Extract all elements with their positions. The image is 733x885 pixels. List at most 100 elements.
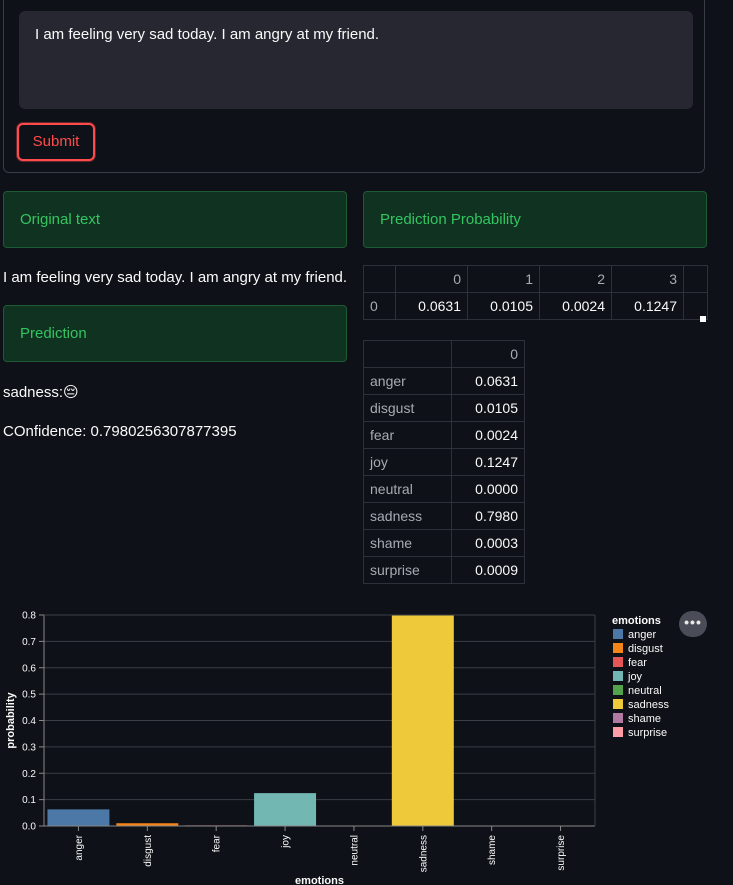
blank-cell [683, 292, 708, 320]
legend-swatch-neutral [613, 685, 623, 695]
x-tick-label: disgust [143, 835, 154, 867]
original-text: I am feeling very sad today. I am angry … [3, 269, 348, 286]
table-cell: 0.1247 [451, 448, 525, 476]
bar-anger [47, 809, 110, 826]
blank-header [683, 265, 708, 293]
y-tick-label: 0.8 [22, 611, 36, 622]
table-cell: 0.0105 [451, 394, 525, 422]
legend-label: neutral [628, 685, 662, 697]
row-label: fear [363, 421, 452, 449]
resize-handle-icon[interactable] [700, 316, 706, 322]
bar-sadness [391, 615, 454, 826]
confidence-text: COnfidence: 0.7980256307877395 [3, 423, 237, 440]
row-index: 0 [363, 292, 396, 320]
column-header: 0 [395, 265, 468, 293]
legend-label: joy [627, 671, 643, 683]
table-row: surprise 0.0009 [363, 556, 525, 584]
column-header: 0 [451, 340, 525, 368]
x-axis-title: emotions [295, 875, 344, 885]
x-tick-label: surprise [556, 835, 567, 871]
legend-swatch-joy [613, 671, 623, 681]
y-axis-title: probability [5, 692, 17, 749]
x-tick-label: neutral [349, 835, 360, 866]
legend-swatch-disgust [613, 643, 623, 653]
chart-actions-menu-icon[interactable]: ••• [679, 611, 707, 637]
table-cell: 0.1247 [611, 292, 684, 320]
table-row: 0 0.0631 0.0105 0.0024 0.1247 [363, 292, 708, 320]
table-header-row: 0 [363, 340, 525, 368]
x-tick-label: joy [281, 835, 292, 849]
row-label: neutral [363, 475, 452, 503]
original-text-header-label: Original text [20, 211, 101, 228]
prediction-probability-header: Prediction Probability [363, 191, 707, 248]
row-label: joy [363, 448, 452, 476]
table-row: disgust 0.0105 [363, 394, 525, 422]
table-cell: 0.0024 [539, 292, 612, 320]
table-header-row: 0 1 2 3 [363, 265, 708, 293]
y-tick-label: 0.0 [22, 822, 36, 833]
probability-dataframe[interactable]: 0 1 2 3 0 0.0631 0.0105 0.0024 0.1247 [363, 265, 708, 320]
input-form [3, 0, 705, 173]
table-cell: 0.0631 [451, 367, 525, 395]
prediction-header: Prediction [3, 305, 347, 362]
y-tick-label: 0.7 [22, 637, 36, 648]
legend-label: sadness [628, 699, 669, 711]
bar-disgust [116, 823, 179, 826]
table-cell: 0.7980 [451, 502, 525, 530]
y-tick-label: 0.1 [22, 795, 36, 806]
legend-swatch-surprise [613, 727, 623, 737]
table-cell: 0.0003 [451, 529, 525, 557]
bar-joy [254, 793, 317, 826]
index-header [363, 265, 396, 293]
y-tick-label: 0.6 [22, 663, 36, 674]
row-label: anger [363, 367, 452, 395]
table-cell: 0.0024 [451, 421, 525, 449]
y-tick-label: 0.5 [22, 690, 36, 701]
y-tick-label: 0.4 [22, 716, 36, 727]
table-row: shame 0.0003 [363, 529, 525, 557]
emotion-bar-chart: 0.0 0.1 0.2 0.3 0.4 0.5 0.6 0.7 0.8 anger disgust f… [5, 611, 669, 885]
legend-label: anger [628, 629, 656, 641]
table-row: fear 0.0024 [363, 421, 525, 449]
table-row: anger 0.0631 [363, 367, 525, 395]
table-cell: 0.0105 [467, 292, 540, 320]
column-header: 3 [611, 265, 684, 293]
table-row: sadness 0.7980 [363, 502, 525, 530]
table-row: joy 0.1247 [363, 448, 525, 476]
table-cell: 0.0009 [451, 556, 525, 584]
legend-title: emotions [612, 615, 661, 627]
table-cell: 0.0631 [395, 292, 468, 320]
row-label: surprise [363, 556, 452, 584]
prediction-line: sadness:😔 [3, 383, 79, 401]
legend-label: fear [628, 657, 647, 669]
legend-label: disgust [628, 643, 663, 655]
legend-swatch-fear [613, 657, 623, 667]
x-tick-label: fear [212, 834, 223, 852]
prediction-label: sadness: [3, 384, 64, 401]
submit-button[interactable]: Submit [17, 123, 95, 161]
emotion-dataframe[interactable]: 0 anger 0.0631 disgust 0.0105 fear 0.0024 joy 0… [363, 340, 525, 584]
index-header [363, 340, 452, 368]
legend-swatch-anger [613, 629, 623, 639]
x-tick-label: shame [487, 835, 498, 865]
legend-label: shame [628, 713, 661, 725]
row-label: shame [363, 529, 452, 557]
legend-label: surprise [628, 727, 667, 739]
legend-swatch-shame [613, 713, 623, 723]
y-tick-label: 0.3 [22, 742, 36, 753]
x-tick-label: anger [74, 834, 85, 860]
prediction-probability-header-label: Prediction Probability [380, 211, 521, 228]
y-tick-label: 0.2 [22, 769, 36, 780]
column-header: 1 [467, 265, 540, 293]
table-cell: 0.0000 [451, 475, 525, 503]
table-row: neutral 0.0000 [363, 475, 525, 503]
prediction-header-label: Prediction [20, 325, 87, 342]
x-tick-label: sadness [418, 835, 429, 872]
text-input[interactable]: I am feeling very sad today. I am angry … [19, 11, 693, 109]
row-label: disgust [363, 394, 452, 422]
sad-face-emoji-icon: 😔 [63, 384, 79, 401]
legend-swatch-sadness [613, 699, 623, 709]
row-label: sadness [363, 502, 452, 530]
column-header: 2 [539, 265, 612, 293]
original-text-header: Original text [3, 191, 347, 248]
